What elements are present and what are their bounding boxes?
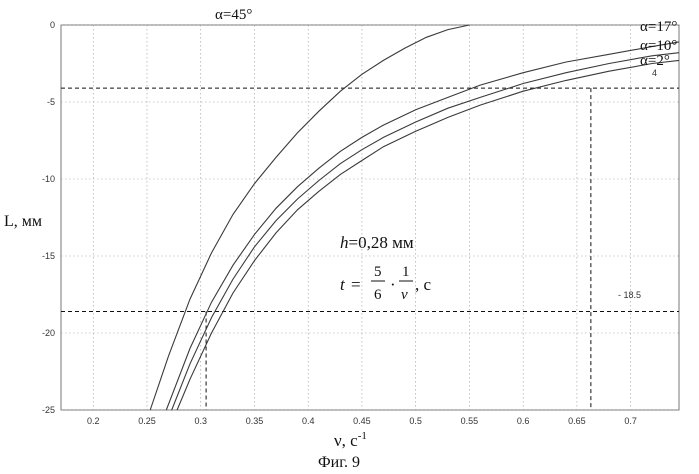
y-tick-labels: 0 -5 -10 -15 -20 -25 — [42, 20, 55, 415]
x-tick-label-6: 0.5 — [409, 416, 422, 426]
ref-annotation: - 18.5 — [618, 290, 641, 300]
y-tick-label-5: -25 — [42, 405, 55, 415]
x-tick-label-4: 0.4 — [302, 416, 315, 426]
x-tick-label-10: 0.7 — [624, 416, 637, 426]
x-tick-label-1: 0.25 — [138, 416, 156, 426]
x-tick-labels: 0.2 0.25 0.3 0.35 0.4 0.45 0.5 0.55 0.6 0.65 0.7 — [87, 416, 637, 426]
x-tick-label-5: 0.45 — [353, 416, 371, 426]
y-tick-label-0: 0 — [50, 20, 55, 30]
x-tick-label-7: 0.55 — [461, 416, 479, 426]
formula-t-eq: = — [351, 275, 361, 294]
x-tick-label-0: 0.2 — [87, 416, 100, 426]
series-label-1: α=17° — [640, 19, 677, 35]
x-axis-label-sup: -1 — [358, 430, 367, 442]
formula-frac1-num: 5 — [374, 264, 382, 280]
plot-area — [61, 25, 679, 410]
formula-h: h=0,28 мм — [340, 233, 414, 252]
y-tick-label-3: -15 — [42, 251, 55, 261]
figure-caption: Фиг. 9 — [318, 454, 360, 471]
y-axis-label: L, мм — [4, 213, 42, 230]
series-label-2: α=10° — [640, 38, 677, 54]
formula-frac2-den: ν — [401, 287, 408, 303]
x-tick-label-2: 0.3 — [194, 416, 207, 426]
series-label-extra: 4 — [652, 68, 657, 78]
formula-t-unit: , с — [415, 275, 432, 294]
y-tick-label-1: -5 — [47, 97, 55, 107]
x-tick-label-9: 0.65 — [568, 416, 586, 426]
series-label-3: α=2° — [640, 53, 670, 69]
formula-h-rest: =0,28 мм — [349, 233, 414, 252]
series-label-0: α=45° — [215, 7, 252, 23]
x-axis-label: ν, с-1 — [334, 430, 367, 450]
formula-h-var: h — [340, 233, 349, 252]
x-tick-label-3: 0.35 — [246, 416, 264, 426]
x-tick-label-8: 0.6 — [517, 416, 530, 426]
y-tick-label-4: -20 — [42, 328, 55, 338]
y-tick-label-2: -10 — [42, 174, 55, 184]
formula-frac1-den: 6 — [374, 287, 382, 303]
x-axis-label-main: ν, с — [334, 431, 358, 450]
formula-dot: · — [390, 275, 396, 294]
formula-frac2-num: 1 — [402, 264, 410, 280]
